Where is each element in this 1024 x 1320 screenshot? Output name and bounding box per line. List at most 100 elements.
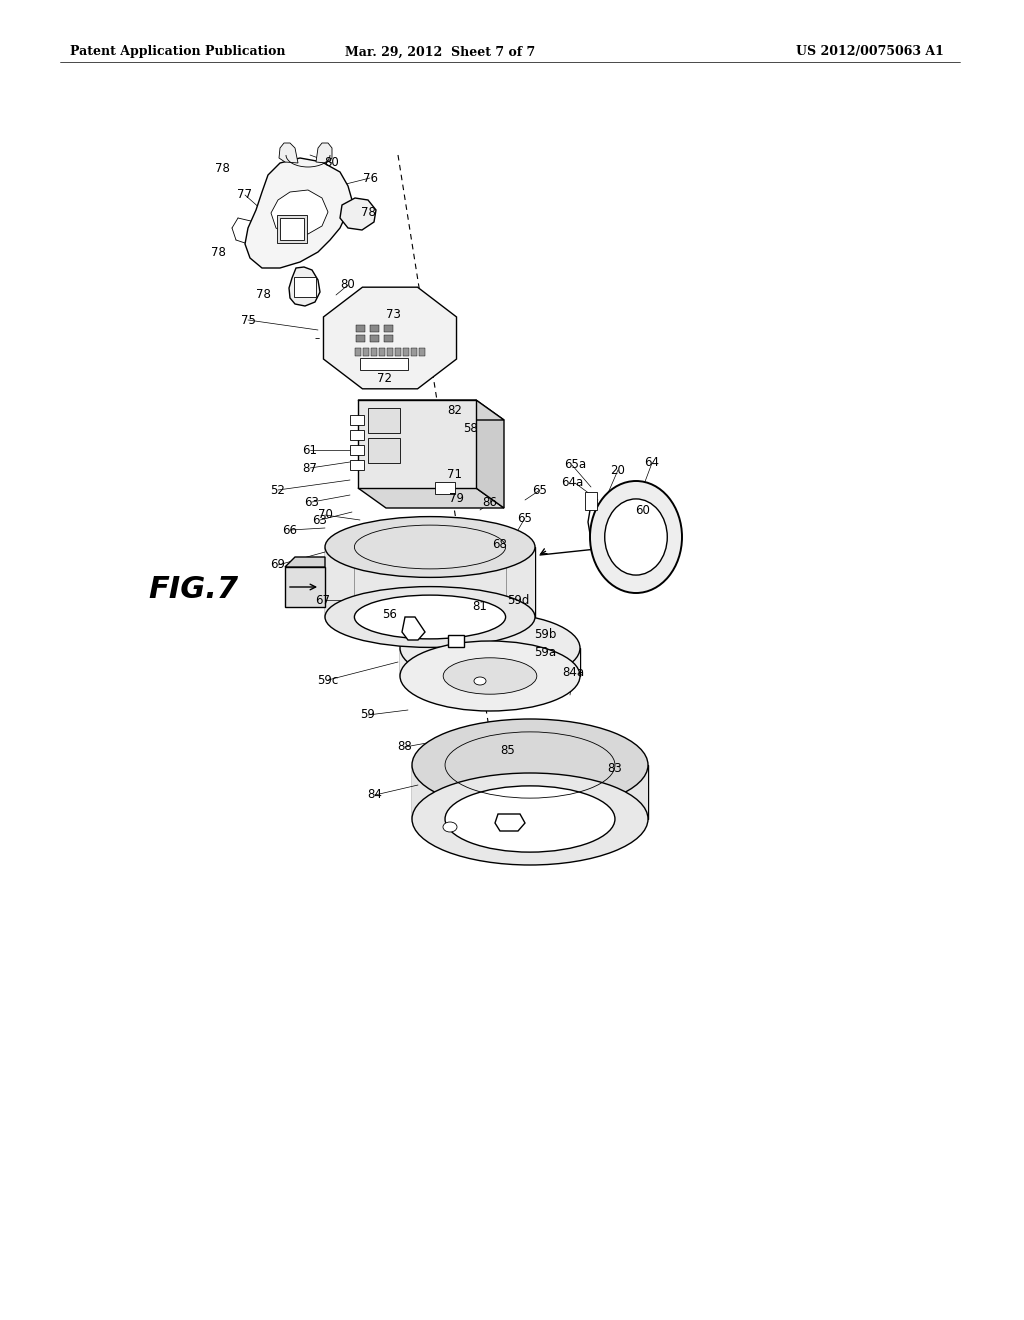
Polygon shape bbox=[279, 143, 298, 162]
Bar bbox=[384, 325, 393, 333]
Text: 71: 71 bbox=[447, 469, 463, 482]
Text: 59: 59 bbox=[360, 709, 376, 722]
Text: 60: 60 bbox=[636, 503, 650, 516]
Text: 59d: 59d bbox=[507, 594, 529, 606]
Polygon shape bbox=[400, 648, 580, 676]
Text: 68: 68 bbox=[493, 539, 508, 552]
Bar bbox=[356, 335, 365, 342]
Ellipse shape bbox=[400, 612, 580, 682]
Bar bbox=[350, 445, 364, 455]
Text: 20: 20 bbox=[610, 463, 626, 477]
Bar bbox=[356, 325, 365, 333]
Bar bbox=[379, 348, 385, 356]
Bar bbox=[294, 277, 316, 297]
Bar bbox=[384, 335, 393, 342]
Ellipse shape bbox=[605, 499, 668, 576]
Bar bbox=[350, 430, 364, 440]
Ellipse shape bbox=[443, 657, 537, 694]
Text: 66: 66 bbox=[283, 524, 298, 536]
Text: Patent Application Publication: Patent Application Publication bbox=[70, 45, 286, 58]
Polygon shape bbox=[285, 557, 325, 568]
Text: 78: 78 bbox=[360, 206, 376, 219]
Text: 65: 65 bbox=[517, 511, 532, 524]
Bar bbox=[371, 348, 377, 356]
Polygon shape bbox=[358, 400, 476, 488]
Ellipse shape bbox=[325, 516, 535, 577]
Text: 83: 83 bbox=[607, 762, 623, 775]
Polygon shape bbox=[316, 143, 332, 162]
Text: 85: 85 bbox=[501, 743, 515, 756]
Text: 63: 63 bbox=[304, 495, 319, 508]
Text: 77: 77 bbox=[238, 189, 253, 202]
Text: 84a: 84a bbox=[562, 667, 584, 680]
Text: 67: 67 bbox=[315, 594, 331, 606]
Bar bbox=[360, 358, 408, 370]
Text: 76: 76 bbox=[362, 172, 378, 185]
Text: 75: 75 bbox=[241, 314, 255, 326]
Text: 86: 86 bbox=[482, 496, 498, 510]
Polygon shape bbox=[271, 190, 328, 236]
Text: 65a: 65a bbox=[564, 458, 586, 471]
Text: 84: 84 bbox=[368, 788, 382, 801]
Polygon shape bbox=[289, 267, 319, 306]
Text: 64a: 64a bbox=[561, 477, 583, 490]
Polygon shape bbox=[358, 400, 504, 420]
Text: 80: 80 bbox=[341, 279, 355, 292]
Ellipse shape bbox=[443, 822, 457, 832]
Text: 69: 69 bbox=[270, 558, 286, 572]
Bar bbox=[355, 348, 361, 356]
Text: 65: 65 bbox=[532, 483, 548, 496]
Ellipse shape bbox=[354, 595, 506, 639]
Bar bbox=[370, 325, 379, 333]
Polygon shape bbox=[495, 814, 525, 832]
Ellipse shape bbox=[325, 586, 535, 647]
Text: 59b: 59b bbox=[534, 628, 556, 642]
Bar bbox=[449, 635, 464, 647]
Ellipse shape bbox=[474, 677, 486, 685]
Text: 79: 79 bbox=[450, 491, 465, 504]
Bar bbox=[419, 348, 425, 356]
Bar bbox=[368, 408, 400, 433]
Polygon shape bbox=[340, 198, 376, 230]
Text: 70: 70 bbox=[317, 508, 333, 521]
Text: FIG.7: FIG.7 bbox=[148, 576, 239, 605]
Bar bbox=[435, 482, 455, 494]
Polygon shape bbox=[324, 288, 457, 389]
Bar bbox=[278, 215, 307, 243]
Text: 78: 78 bbox=[215, 161, 229, 174]
Text: 56: 56 bbox=[383, 609, 397, 622]
Text: 59a: 59a bbox=[534, 647, 556, 660]
Bar bbox=[368, 438, 400, 463]
Text: 81: 81 bbox=[472, 601, 487, 614]
Bar bbox=[585, 492, 597, 510]
Polygon shape bbox=[402, 616, 425, 640]
Text: 80: 80 bbox=[325, 157, 339, 169]
Bar bbox=[362, 348, 369, 356]
Text: 73: 73 bbox=[386, 309, 400, 322]
Ellipse shape bbox=[412, 719, 648, 810]
Text: 78: 78 bbox=[256, 289, 270, 301]
Text: 72: 72 bbox=[378, 371, 392, 384]
Text: US 2012/0075063 A1: US 2012/0075063 A1 bbox=[796, 45, 944, 58]
Ellipse shape bbox=[412, 774, 648, 865]
Ellipse shape bbox=[445, 785, 615, 853]
Bar bbox=[350, 459, 364, 470]
Ellipse shape bbox=[400, 642, 580, 711]
Bar bbox=[403, 348, 409, 356]
Bar bbox=[280, 218, 304, 240]
Text: Mar. 29, 2012  Sheet 7 of 7: Mar. 29, 2012 Sheet 7 of 7 bbox=[345, 45, 536, 58]
Polygon shape bbox=[285, 568, 325, 607]
Text: 78: 78 bbox=[211, 247, 225, 260]
Text: 59c: 59c bbox=[317, 673, 339, 686]
Text: 63: 63 bbox=[312, 513, 328, 527]
Text: 52: 52 bbox=[270, 483, 286, 496]
Bar bbox=[350, 414, 364, 425]
Bar bbox=[411, 348, 417, 356]
Ellipse shape bbox=[590, 480, 682, 593]
Bar bbox=[387, 348, 393, 356]
Text: 61: 61 bbox=[302, 444, 317, 457]
Polygon shape bbox=[412, 766, 648, 818]
Polygon shape bbox=[245, 158, 352, 268]
Polygon shape bbox=[476, 400, 504, 508]
Polygon shape bbox=[325, 546, 535, 616]
